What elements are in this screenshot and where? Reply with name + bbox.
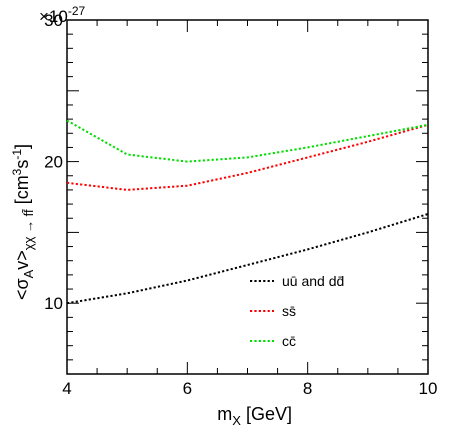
axis-minor-ticks [66,19,429,375]
x-tick-labels: 4 6 8 10 [62,379,437,398]
y-tick-label: 10 [44,294,63,313]
x-tick-label: 8 [303,379,312,398]
y-tick-label: 30 [44,11,63,30]
x-axis-title: mX [GeV] [217,404,292,428]
y-axis-multiplier: ×10-27 [39,4,86,26]
series-line-2 [66,123,429,191]
series-line-1 [66,213,429,305]
legend: uū and dd̄ ss̄ cc̄ [250,273,344,349]
y-axis-title: <σAv>χχ → ff̄ [cm3s-1] [10,144,36,300]
legend-label: ss̄ [282,303,296,319]
legend-label: cc̄ [282,333,296,349]
plot-frame [66,19,429,375]
y-tick-label: 20 [44,153,63,172]
x-tick-label: 4 [62,379,71,398]
y-tick-labels: 10 20 30 [44,11,63,313]
series-line-3 [66,119,429,163]
series-layer [66,119,429,305]
x-tick-label: 6 [183,379,192,398]
x-tick-label: 10 [419,379,438,398]
legend-label: uū and dd̄ [282,273,344,289]
